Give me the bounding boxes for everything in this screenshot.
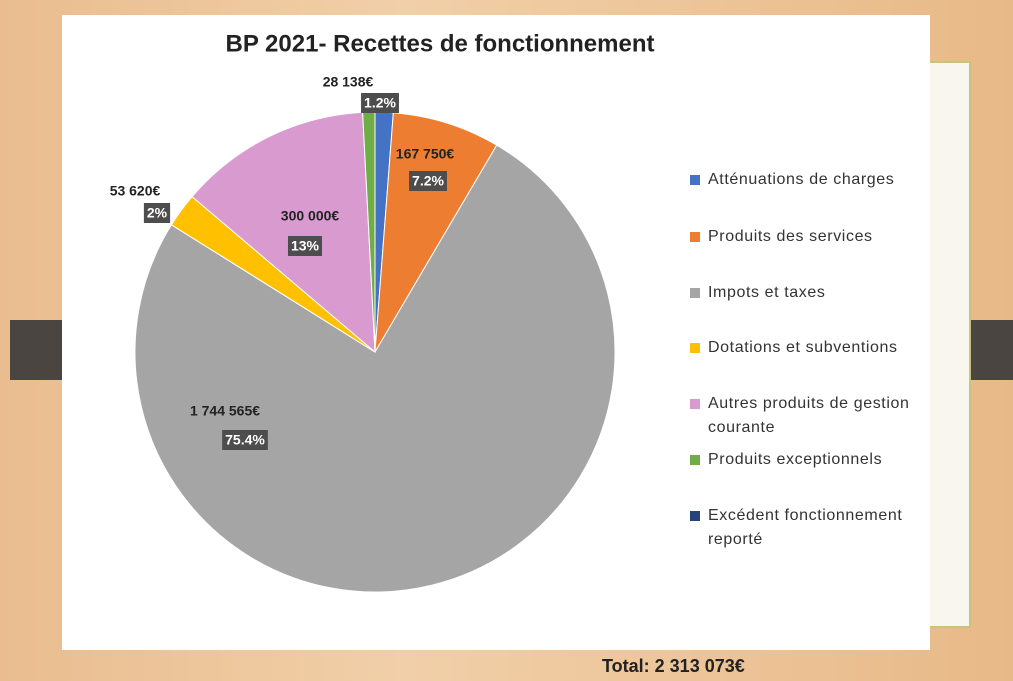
percent-label-text: 7.2%: [412, 173, 444, 189]
legend-swatch: [690, 232, 700, 242]
percent-label-bg: [143, 203, 171, 223]
percent-label-bg: [361, 93, 399, 113]
legend-entry: Excédent fonctionnement reporté: [690, 504, 923, 552]
legend-label: Dotations et subventions: [708, 339, 898, 356]
percent-label: 13%: [287, 236, 323, 256]
legend-entry: Impots et taxes: [690, 281, 923, 305]
legend-label: Produits des services: [708, 228, 873, 245]
percent-label-bg: [287, 236, 323, 256]
percent-label: 1.2%: [361, 93, 399, 113]
legend-entry: Dotations et subventions: [690, 336, 923, 360]
legend-label: Autres produits de gestion courante: [708, 395, 910, 436]
legend-swatch: [690, 175, 700, 185]
pie-slice: [134, 144, 616, 593]
total-label: Total: 2 313 073€: [602, 656, 745, 676]
legend-swatch: [690, 511, 700, 521]
percent-label-text: 1.2%: [364, 95, 396, 111]
percent-label-bg: [222, 430, 268, 450]
legend-swatch: [690, 343, 700, 353]
percent-label-text: 13%: [291, 238, 320, 254]
legend-label: Excédent fonctionnement reporté: [708, 507, 903, 548]
percent-label-bg: [409, 171, 447, 191]
value-label: 300 000€: [281, 208, 340, 224]
percent-label: 7.2%: [409, 171, 447, 191]
percent-label: 2%: [143, 203, 171, 223]
legend-swatch: [690, 399, 700, 409]
percent-label: 75.4%: [222, 430, 268, 450]
left-tab: [10, 320, 66, 380]
value-label: 28 138€: [323, 74, 374, 90]
pie-slice: [191, 111, 376, 354]
value-label: 167 750€: [396, 146, 455, 162]
value-label: 53 620€: [110, 183, 161, 199]
legend-entry: Produits des services: [690, 225, 923, 249]
legend-label: Produits exceptionnels: [708, 451, 883, 468]
legend-entry: Autres produits de gestion courante: [690, 392, 923, 440]
legend-swatch: [690, 455, 700, 465]
percent-label-text: 75.4%: [225, 432, 265, 448]
legend-label: Impots et taxes: [708, 284, 826, 301]
percent-label-text: 2%: [147, 205, 168, 221]
legend-label: Atténuations de charges: [708, 171, 895, 188]
legend-entry: Atténuations de charges: [690, 168, 923, 192]
chart-title: BP 2021- Recettes de fonctionnement: [225, 30, 654, 57]
legend-entry: Produits exceptionnels: [690, 448, 923, 472]
value-label: 1 744 565€: [190, 403, 260, 419]
legend-swatch: [690, 288, 700, 298]
